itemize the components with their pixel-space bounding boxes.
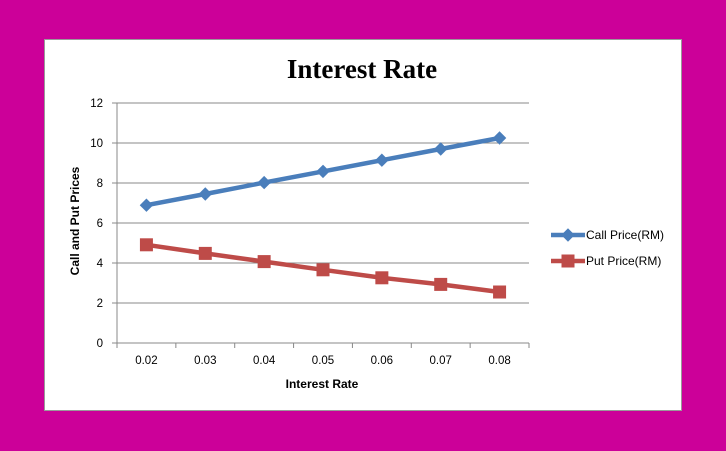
- axes: [112, 102, 530, 348]
- square-marker: [316, 263, 330, 277]
- legend-swatch-marker: [561, 228, 575, 242]
- gridlines: [117, 102, 529, 304]
- square-marker: [139, 238, 153, 252]
- diamond-marker: [257, 175, 271, 190]
- square-marker: [198, 246, 212, 260]
- x-tick-labels: 0.02 0.03 0.04 0.05 0.06 0.07 0.08: [135, 355, 511, 367]
- x-tick-label: 0.02: [135, 355, 157, 367]
- diamond-marker: [375, 153, 389, 167]
- series-put-price: [139, 238, 507, 299]
- series-group: [139, 131, 507, 299]
- x-axis-title: Interest Rate: [286, 377, 359, 391]
- x-tick-label: 0.05: [312, 355, 334, 367]
- y-tick-label: 2: [97, 298, 103, 310]
- y-axis-title: Call and Put Prices: [68, 166, 82, 275]
- y-tick-label: 6: [97, 218, 103, 230]
- diamond-marker: [139, 198, 154, 212]
- chart-title: Interest Rate: [287, 54, 437, 84]
- square-marker: [257, 255, 271, 269]
- x-tick-label: 0.06: [371, 355, 393, 367]
- diamond-marker: [316, 164, 330, 179]
- legend-label: Put Price(RM): [586, 254, 661, 268]
- y-tick-label: 8: [97, 178, 103, 190]
- x-tick-label: 0.08: [488, 355, 510, 367]
- legend-label: Call Price(RM): [586, 228, 664, 242]
- square-marker: [493, 285, 507, 299]
- y-tick-label: 10: [90, 138, 103, 150]
- legend-item: Put Price(RM): [551, 254, 661, 268]
- y-tick-labels: 0 2 4 6 8 10 12: [90, 98, 103, 350]
- square-marker: [434, 277, 448, 291]
- legend-item: Call Price(RM): [551, 228, 664, 242]
- line-chart: Interest Rate 0 2 4 6 8 10 12 0.02 0.03 0.04 0.05…: [68, 54, 664, 391]
- legend: Call Price(RM) Put Price(RM): [551, 228, 664, 268]
- x-tick-label: 0.03: [194, 355, 216, 367]
- y-tick-label: 0: [97, 338, 103, 350]
- y-tick-label: 12: [90, 98, 103, 110]
- series-call-price: [139, 131, 507, 212]
- diamond-marker: [492, 131, 507, 145]
- square-marker: [375, 271, 389, 285]
- y-tick-label: 4: [97, 258, 104, 270]
- chart-frame: Interest Rate 0 2 4 6 8 10 12 0.02 0.03 0.04 0.05…: [44, 39, 682, 411]
- legend-swatch-marker: [561, 254, 575, 268]
- x-tick-label: 0.04: [253, 355, 276, 367]
- x-tick-label: 0.07: [430, 355, 452, 367]
- diamond-marker: [434, 142, 448, 156]
- diamond-marker: [198, 187, 212, 201]
